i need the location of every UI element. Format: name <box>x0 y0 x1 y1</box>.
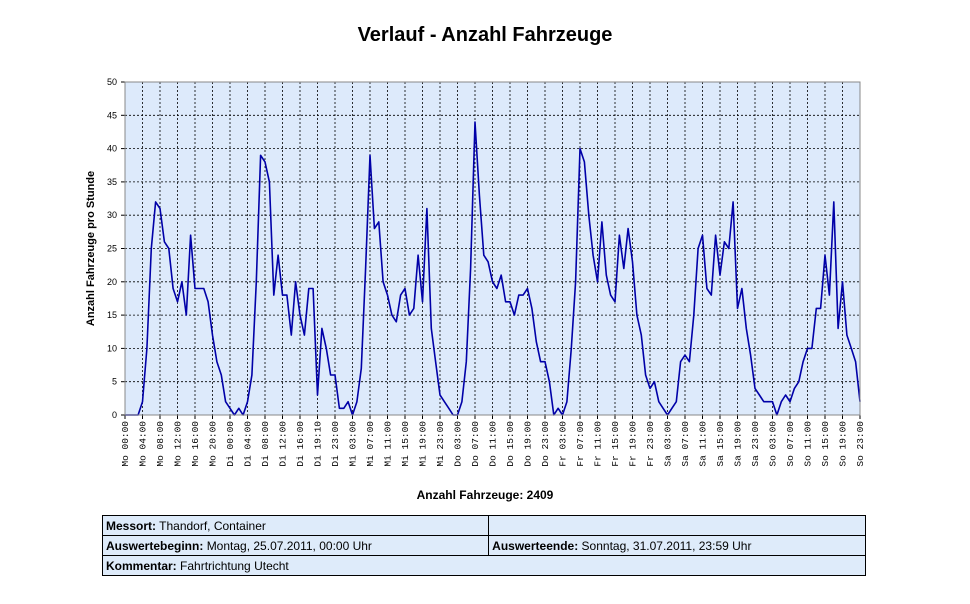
x-tick-label: Do 07:00 <box>470 421 481 467</box>
x-tick-label: Mo 04:00 <box>138 421 149 467</box>
x-tick-label: So 15:00 <box>820 421 831 467</box>
x-tick-label: Do 19:00 <box>523 421 534 467</box>
x-tick-label: Fr 03:00 <box>558 421 569 467</box>
x-tick-label: Mo 12:00 <box>173 421 184 467</box>
x-tick-label: Di 23:00 <box>330 421 341 467</box>
x-tick-label: Mi 07:00 <box>365 421 376 467</box>
x-tick-label: Sa 03:00 <box>663 421 674 467</box>
messort-label: Messort: <box>106 518 157 533</box>
x-axis: Mo 00:00 Mo 04:00 Mo 08:00 Mo 12:00 Mo 16:00… <box>120 415 866 467</box>
x-tick-label: Do 03:00 <box>453 421 464 467</box>
messort-cell: Messort: Thandorf, Container <box>101 515 490 536</box>
ende-label: Auswerteende: <box>492 538 579 553</box>
x-tick-label: Fr 07:00 <box>575 421 586 467</box>
x-tick-label: Di 19:10 <box>313 421 324 467</box>
x-tick-label: Sa 19:00 <box>733 421 744 467</box>
x-tick-label: Do 23:00 <box>540 421 551 467</box>
series-line <box>125 121 861 416</box>
x-tick-label: Fr 19:00 <box>628 421 639 467</box>
kommentar-label: Kommentar: <box>106 558 177 573</box>
x-tick-label: Mo 16:00 <box>190 421 201 467</box>
x-tick-label: Mo 00:00 <box>120 421 131 467</box>
x-tick-label: Mo 20:00 <box>208 421 219 467</box>
vehicle-count-summary: Anzahl Fahrzeuge: 2409 <box>416 488 554 502</box>
y-tick-label: 25 <box>107 244 117 254</box>
ende-cell: Auswerteende: Sonntag, 31.07.2011, 23:59… <box>488 535 866 556</box>
beginn-cell: Auswertebeginn: Montag, 25.07.2011, 00:0… <box>101 535 490 556</box>
x-tick-label: So 11:00 <box>803 421 814 467</box>
x-tick-label: Sa 15:00 <box>715 421 726 467</box>
x-tick-label: Fr 15:00 <box>610 421 621 467</box>
x-tick-label: Mi 11:00 <box>383 421 394 467</box>
y-tick-label: 35 <box>107 177 117 187</box>
x-tick-label: Mo 08:00 <box>155 421 166 467</box>
x-tick-label: Mi 15:00 <box>400 421 411 467</box>
x-tick-label: So 23:00 <box>855 421 866 467</box>
kommentar-value: Fahrtrichtung Utecht <box>180 558 289 573</box>
x-tick-label: Di 00:00 <box>225 421 236 467</box>
y-tick-label: 10 <box>107 343 117 353</box>
info-row-period: Auswertebeginn: Montag, 25.07.2011, 00:0… <box>101 535 866 556</box>
y-tick-label: 40 <box>107 144 117 154</box>
chart-title: Verlauf - Anzahl Fahrzeuge <box>357 24 613 46</box>
x-tick-label: Di 04:00 <box>243 421 254 467</box>
gridlines <box>125 81 860 416</box>
x-tick-label: Do 11:00 <box>488 421 499 467</box>
plot-border <box>124 81 861 416</box>
info-row-kommentar: Kommentar: Fahrtrichtung Utecht <box>102 555 866 576</box>
x-tick-label: Mi 23:00 <box>435 421 446 467</box>
y-tick-label: 45 <box>107 110 117 120</box>
x-tick-label: So 07:00 <box>785 421 796 467</box>
y-tick-label: 50 <box>107 77 117 87</box>
y-axis: 0 5 10 15 20 25 30 35 40 45 50 <box>107 77 125 420</box>
x-tick-label: Sa 07:00 <box>680 421 691 467</box>
x-tick-label: Fr 23:00 <box>645 421 656 467</box>
beginn-value: Montag, 25.07.2011, 00:00 Uhr <box>206 538 372 553</box>
x-tick-label: Sa 23:00 <box>750 421 761 467</box>
x-tick-label: Fr 11:00 <box>593 421 604 467</box>
x-tick-label: Mi 19:00 <box>418 421 429 467</box>
kommentar-cell: Kommentar: Fahrtrichtung Utecht <box>102 555 866 576</box>
y-tick-label: 30 <box>107 210 117 220</box>
y-axis-label: Anzahl Fahrzeuge pro Stunde <box>85 171 97 326</box>
messort-value: Thandorf, Container <box>159 518 266 533</box>
x-tick-label: So 03:00 <box>768 421 779 467</box>
beginn-label: Auswertebeginn: <box>106 538 204 553</box>
y-tick-label: 15 <box>107 310 117 320</box>
x-tick-label: Di 16:00 <box>295 421 306 467</box>
x-tick-label: Sa 11:00 <box>698 421 709 467</box>
y-tick-label: 20 <box>107 277 117 287</box>
info-row-messort: Messort: Thandorf, Container <box>101 515 866 536</box>
x-tick-label: Di 12:00 <box>278 421 289 467</box>
y-tick-label: 5 <box>112 377 117 387</box>
info-table: Messort: Thandorf, Container Auswertebeg… <box>101 515 866 576</box>
ende-value: Sonntag, 31.07.2011, 23:59 Uhr <box>581 538 752 553</box>
x-tick-label: Di 08:00 <box>260 421 271 467</box>
empty-cell <box>488 515 866 536</box>
x-tick-label: Mi 03:00 <box>348 421 359 467</box>
x-tick-label: Do 15:00 <box>505 421 516 467</box>
x-tick-label: So 19:00 <box>838 421 849 467</box>
y-tick-label: 0 <box>112 410 117 420</box>
